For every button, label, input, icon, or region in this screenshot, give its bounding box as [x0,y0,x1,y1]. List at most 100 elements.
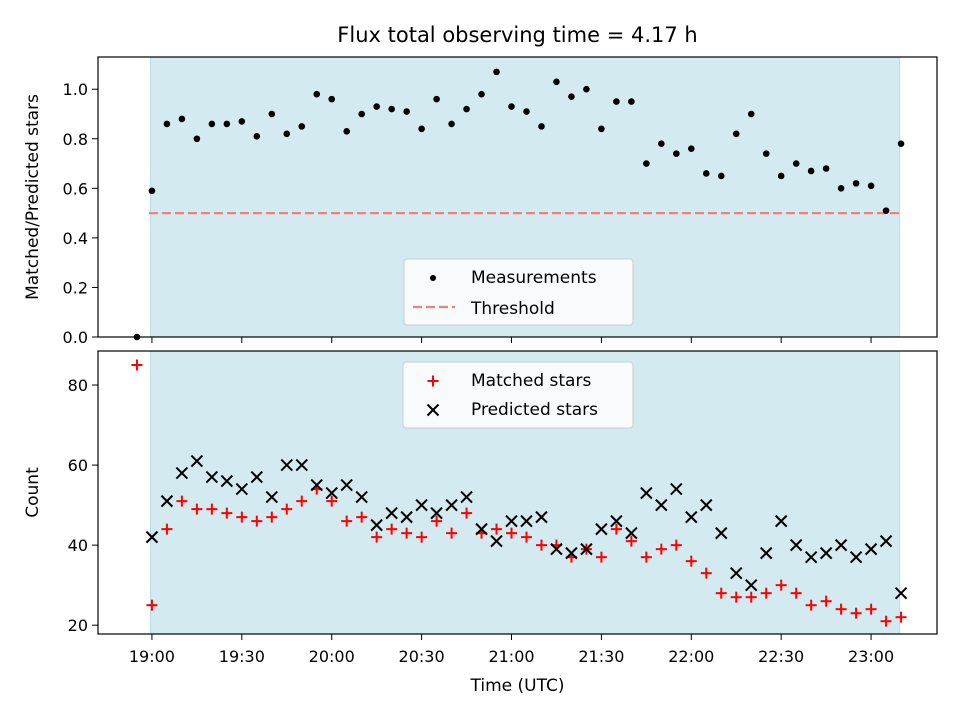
matched-star-point [401,527,413,539]
cross-b [445,498,458,512]
cross-b [595,522,608,536]
predicted-star-point [745,578,758,592]
predicted-star-point [265,490,278,504]
matched-star-point [341,515,353,527]
legend-marker-measurements [430,275,436,281]
measurement-point [598,125,605,133]
measurement-point [687,145,695,152]
cross-b [804,550,818,564]
matched-star-point [700,567,712,579]
predicted-star-point [715,526,728,540]
matched-star-point [131,359,143,371]
bottom-panel: 20 40 60 80 19:00 19:30 20:00 20:30 21:00 21:30 22… [23,350,938,696]
legend-label-threshold: Threshold [470,299,555,319]
measurement-point [762,150,770,157]
y-tick-label: 40 [68,536,88,555]
matched-star-point [176,495,188,507]
matched-star-point [805,599,817,611]
measurement-point [328,95,336,103]
matched-star-point [461,507,473,519]
measurement-point [628,98,635,105]
cross-b [715,526,728,540]
x-tick-label: 21:30 [578,647,624,666]
cross-b [205,470,219,484]
measurement-point [568,93,575,100]
bottom-legend: Matched stars Predicted stars [402,361,634,429]
measurement-point [223,120,231,128]
cross-b [415,498,428,512]
matched-star-point [326,495,338,507]
matched-star-point [371,531,383,543]
measurement-point [837,185,845,192]
predicted-star-point [804,550,818,564]
measurement-point [673,150,680,157]
matched-star-point [655,543,667,555]
cross-b [145,530,159,544]
measurement-point [238,118,246,125]
measurement-point [403,108,410,115]
y-tick-label: 0.6 [63,179,88,198]
cross-b [535,510,548,524]
measurement-point [478,90,485,98]
matched-star-point [895,611,907,623]
legend-marker-predicted [426,403,440,417]
matched-star-point [865,603,877,615]
matched-star-point [745,591,757,603]
matched-star-point [775,579,787,591]
measurement-point [253,132,261,140]
measurement-point [897,140,905,148]
axes-frame [97,350,938,635]
cross-b [894,586,908,600]
predicted-star-point [415,498,428,512]
matched-star-point [266,511,278,523]
matched-star-point [520,531,532,543]
matched-star-point [251,515,263,527]
measurement-point [583,85,590,93]
cross-b [520,514,533,528]
axes-frame [97,56,938,338]
predicted-star-point [430,506,443,520]
predicted-star-point [325,486,338,500]
matched-star-point [850,607,862,619]
predicted-star-point [625,526,638,540]
measurement-point [508,103,515,110]
cross-b [235,482,249,496]
cross-b [190,454,204,468]
y-tick-label: 80 [68,376,88,395]
measurement-point [208,120,216,128]
measurement-point [867,182,875,190]
cross-b [325,486,338,500]
y-axis-label: Matched/Predicted stars [23,94,43,300]
predicted-star-point [445,498,458,512]
matched-star-point [535,539,547,551]
cross-b [834,538,848,552]
measurement-point [717,172,725,180]
predicted-star-point [670,482,683,496]
matched-star-point [356,511,368,523]
predicted-star-point [295,458,308,472]
cross-b [625,526,638,540]
cross-b [745,578,758,592]
measurement-point [463,105,470,113]
matched-star-point [191,503,203,515]
predicted-star-point [894,586,908,600]
predicted-star-point [235,482,249,496]
predicted-star-point [190,454,204,468]
cross-b [355,490,368,504]
matched-star-point [715,587,727,599]
predicted-star-point [759,546,773,560]
matched-star-point [790,587,802,599]
cross-b [265,490,278,504]
predicted-star-point [595,522,608,536]
predicted-star-point [505,514,518,528]
y-tick-label: 20 [68,616,88,635]
cross-b [580,542,593,556]
measurement-point [747,110,755,118]
y-tick-label: 0.4 [63,229,88,248]
matched-star-point [221,507,233,519]
predicted-star-point [849,550,863,564]
measurement-point [852,180,860,187]
predicted-star-point [535,510,548,524]
measurement-point [388,105,395,113]
